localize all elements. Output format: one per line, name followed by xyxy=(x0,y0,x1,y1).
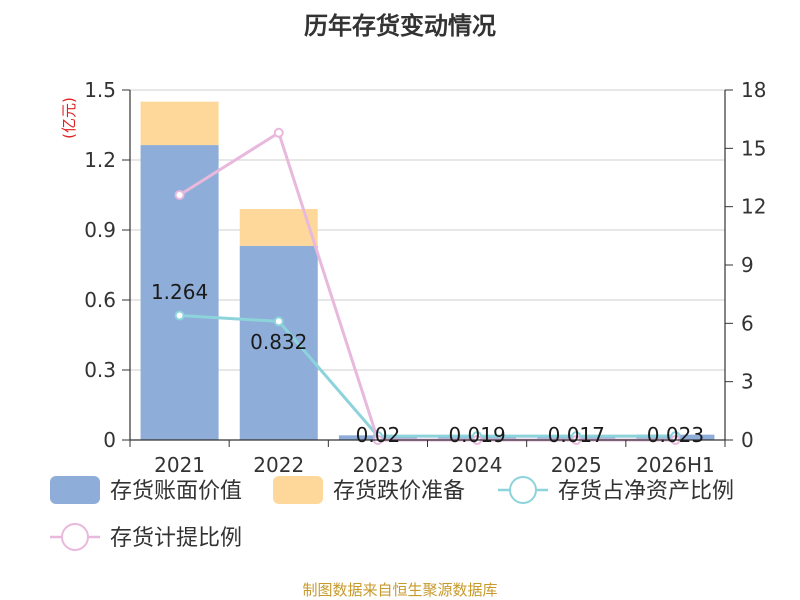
bar-series xyxy=(140,101,715,441)
left-tick-label: 1.2 xyxy=(84,148,116,172)
line-point xyxy=(174,310,185,321)
bar-segment xyxy=(239,245,318,440)
chart-title: 历年存货变动情况 xyxy=(304,12,496,40)
x-tick-label: 2021 xyxy=(154,453,205,477)
x-tick-label: 2023 xyxy=(352,453,403,477)
legend-label: 存货计提比例 xyxy=(110,526,242,551)
bar-segment xyxy=(140,101,219,146)
data-label: 0.02 xyxy=(356,423,401,447)
left-axis-unit: (亿元) xyxy=(60,97,78,139)
legend-swatch xyxy=(50,476,100,504)
right-tick-label: 18 xyxy=(741,78,766,102)
left-tick-label: 1.5 xyxy=(84,78,116,102)
left-tick-label: 0.3 xyxy=(84,358,116,382)
right-tick-label: 6 xyxy=(741,311,754,335)
legend-swatch xyxy=(273,476,323,504)
line-point xyxy=(273,316,284,327)
right-tick-label: 15 xyxy=(741,136,766,160)
legend-marker xyxy=(509,476,537,504)
right-tick-label: 9 xyxy=(741,253,754,277)
legend-label: 存货占净资产比例 xyxy=(558,479,734,504)
axes: 0 0.3 0.6 0.9 1.2 1.5 0 3 6 9 12 15 18 2021 2022 2023 20… xyxy=(84,78,766,477)
left-tick-label: 0.6 xyxy=(84,288,116,312)
line-point xyxy=(273,127,284,138)
x-tick-label: 2024 xyxy=(452,453,503,477)
line-point xyxy=(174,190,185,200)
legend-marker xyxy=(61,523,89,551)
data-label: 0.832 xyxy=(250,330,307,354)
right-tick-label: 12 xyxy=(741,195,766,219)
data-label: 1.264 xyxy=(151,280,208,304)
series-line xyxy=(179,314,676,438)
source-note: 制图数据来自恒生聚源数据库 xyxy=(302,581,497,599)
right-tick-label: 0 xyxy=(741,428,754,452)
x-tick-label: 2026H1 xyxy=(636,453,715,477)
data-label: 0.017 xyxy=(548,423,605,447)
legend-label: 存货账面价值 xyxy=(110,479,242,504)
grid-lines xyxy=(130,89,725,441)
left-tick-label: 0.9 xyxy=(84,218,116,242)
data-labels: 1.264 0.832 0.02 0.019 0.017 0.023 xyxy=(151,280,704,447)
data-label: 0.023 xyxy=(647,423,704,447)
right-tick-label: 3 xyxy=(741,370,754,394)
left-tick-label: 0 xyxy=(103,428,116,452)
data-label: 0.019 xyxy=(448,423,505,447)
legend-label: 存货跌价准备 xyxy=(333,479,465,504)
x-tick-label: 2022 xyxy=(253,453,304,477)
x-tick-label: 2025 xyxy=(551,453,602,477)
